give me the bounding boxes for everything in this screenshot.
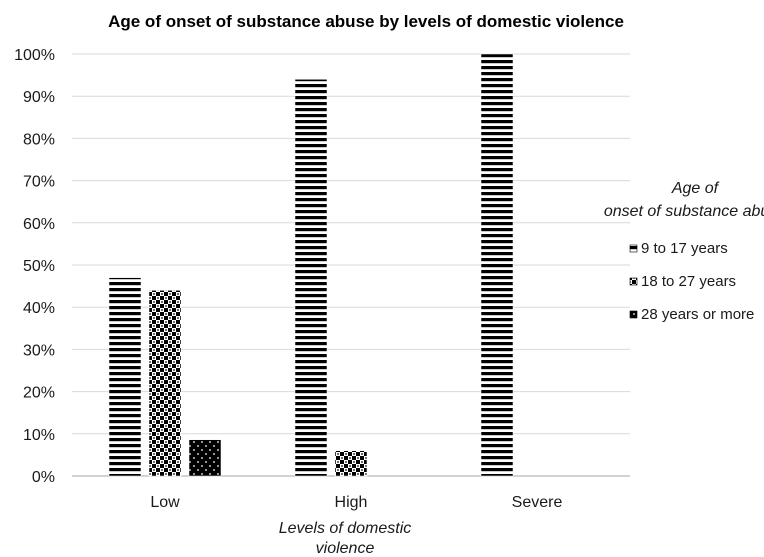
- legend-label-2: 18 to 27 years: [641, 273, 736, 290]
- x-axis-ticks: Low High Severe: [150, 494, 562, 511]
- y-tick-label: 100%: [14, 47, 55, 64]
- y-tick-label: 90%: [23, 89, 55, 106]
- legend-title-line-1: Age of: [671, 180, 720, 197]
- x-tick-label: Severe: [512, 494, 563, 511]
- x-axis-title-line-2: violence: [316, 540, 375, 557]
- bar-severe-series-1: [480, 53, 514, 477]
- y-tick-label: 0%: [32, 469, 55, 486]
- legend-title-line-2: onset of substance abuse: [604, 203, 764, 220]
- legend-swatch-2: [629, 277, 638, 286]
- y-tick-label: 60%: [23, 216, 55, 233]
- chart-title: Age of onset of substance abuse by level…: [108, 12, 624, 31]
- y-tick-label: 30%: [23, 342, 55, 359]
- x-axis-title-line-1: Levels of domestic: [279, 520, 412, 537]
- y-tick-label: 40%: [23, 300, 55, 317]
- x-tick-label: Low: [150, 494, 180, 511]
- legend-swatch-1: [629, 244, 638, 253]
- y-tick-label: 10%: [23, 427, 55, 444]
- bar-low-series-1: [108, 277, 142, 477]
- legend-swatch-3: [629, 310, 638, 319]
- legend-label-3: 28 years or more: [641, 306, 754, 323]
- y-tick-label: 80%: [23, 131, 55, 148]
- x-tick-label: High: [335, 494, 368, 511]
- bars: [108, 53, 514, 477]
- bar-low-series-2: [148, 290, 182, 477]
- y-tick-label: 50%: [23, 258, 55, 275]
- y-axis-ticks: 0% 10% 20% 30% 40% 50% 60% 70% 80% 90% 100%: [14, 47, 55, 486]
- bar-high-series-2: [334, 450, 368, 477]
- bar-high-series-1: [294, 79, 328, 477]
- y-tick-label: 70%: [23, 174, 55, 191]
- legend-label-1: 9 to 17 years: [641, 240, 728, 257]
- x-axis-title: Levels of domestic violence: [279, 520, 412, 557]
- legend: Age of onset of substance abuse 9 to 17 …: [604, 180, 764, 323]
- y-tick-label: 20%: [23, 385, 55, 402]
- bar-low-series-3: [188, 439, 222, 477]
